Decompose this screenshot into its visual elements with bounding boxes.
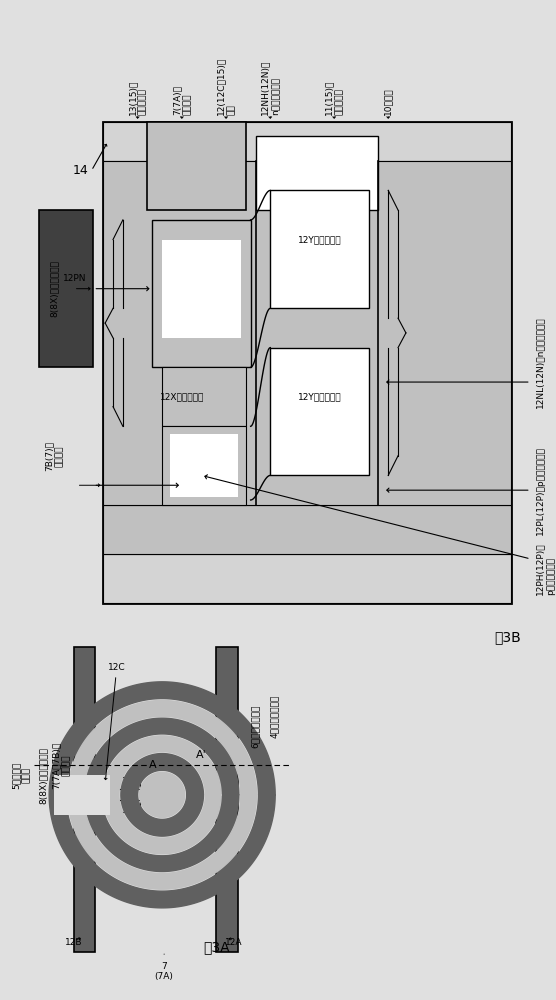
Text: A: A	[148, 760, 156, 770]
Text: 12A: 12A	[225, 938, 242, 947]
Text: 10：衬底: 10：衬底	[384, 87, 393, 115]
Bar	[162, 426, 246, 505]
Text: 7(7A)：
调制电极: 7(7A)： 调制电极	[172, 85, 191, 115]
Bar	[103, 122, 511, 603]
Text: 12PH(12P)：
p型高浓度部分: 12PH(12P)： p型高浓度部分	[535, 542, 555, 595]
Text: 12PN: 12PN	[63, 274, 87, 283]
Bar	[270, 190, 369, 308]
Text: 图3B: 图3B	[494, 631, 521, 645]
Text: 12Y：板状部分: 12Y：板状部分	[297, 235, 341, 244]
Text: 12NL(12N)：n型低浓度部分: 12NL(12N)：n型低浓度部分	[535, 317, 545, 408]
Text: 8(8X)：加热器电极: 8(8X)：加热器电极	[49, 260, 58, 317]
Bar	[256, 136, 379, 210]
Text: 13(15)：
上部覆盖层: 13(15)： 上部覆盖层	[128, 79, 147, 115]
Bar	[103, 505, 511, 554]
Text: 12X：肋状部分: 12X：肋状部分	[160, 392, 204, 401]
Polygon shape	[121, 754, 203, 836]
Bar	[74, 647, 95, 952]
Polygon shape	[68, 701, 256, 889]
Polygon shape	[86, 718, 239, 872]
Text: 7
(7A): 7 (7A)	[155, 962, 173, 981]
Bar	[95, 800, 140, 812]
Bar	[54, 775, 95, 815]
Bar	[103, 554, 511, 603]
Bar	[103, 161, 511, 505]
Bar	[216, 647, 238, 952]
Bar	[103, 122, 511, 161]
Text: 12B: 12B	[65, 938, 82, 947]
Text: A': A'	[196, 750, 207, 760]
Text: 6：环形光学波导: 6：环形光学波导	[251, 704, 260, 748]
Text: 8(8X)：加热器电极: 8(8X)：加热器电极	[39, 747, 48, 804]
Polygon shape	[49, 682, 275, 908]
Bar	[147, 122, 246, 210]
Text: 图3A: 图3A	[203, 940, 230, 954]
Text: 12C: 12C	[108, 663, 126, 672]
Bar	[162, 240, 241, 338]
Text: 12(12C，15)：
芯层: 12(12C，15)： 芯层	[216, 56, 236, 115]
Circle shape	[140, 772, 185, 817]
Text: 7(7A，7B)：
调制电极: 7(7A，7B)： 调制电极	[51, 742, 71, 789]
Text: 12PL(12P)：p型低浓度部分: 12PL(12P)：p型低浓度部分	[535, 446, 545, 535]
Text: 11(15)：
下部覆盖层: 11(15)： 下部覆盖层	[325, 79, 344, 115]
Bar	[152, 220, 251, 367]
Bar	[270, 348, 369, 475]
Bar	[95, 777, 140, 789]
Bar	[95, 775, 110, 815]
Bar	[39, 210, 93, 367]
Text: 7B(7)：
调制电极: 7B(7)： 调制电极	[44, 441, 64, 471]
Text: 5：第二光
学波导: 5：第二光 学波导	[12, 762, 31, 789]
Text: 12Y：板状部分: 12Y：板状部分	[297, 392, 341, 401]
Polygon shape	[103, 736, 221, 854]
Bar	[162, 367, 246, 426]
Bar	[170, 434, 238, 497]
Text: 12NH(12N)：
n型高浓度部分: 12NH(12N)： n型高浓度部分	[261, 59, 280, 115]
Text: 14: 14	[73, 164, 88, 177]
Text: 4：第一光学波导: 4：第一光学波导	[270, 695, 279, 738]
